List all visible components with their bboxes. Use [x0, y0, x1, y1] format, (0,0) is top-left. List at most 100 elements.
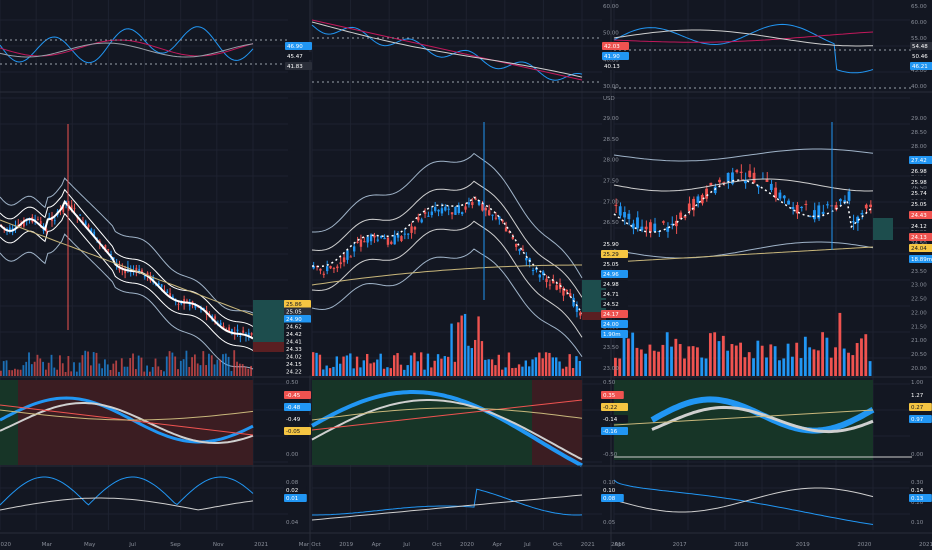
- candle-body: [521, 249, 525, 251]
- top-axis-label: 60.00: [603, 4, 619, 10]
- candle-body: [614, 204, 618, 206]
- volume-bar: [416, 361, 419, 376]
- main-axis-label: 20.00: [911, 366, 927, 372]
- top-axis-label: 40.00: [603, 57, 619, 63]
- bottom-badge: 0.13: [911, 496, 924, 502]
- volume-bar: [450, 323, 453, 376]
- candle-body: [804, 203, 808, 205]
- volume-bar: [174, 356, 177, 376]
- top-badge: 41.90: [604, 54, 620, 60]
- bottom-axis-label: 0.30: [911, 480, 924, 486]
- volume-bar: [81, 355, 84, 376]
- volume-bar: [808, 347, 812, 376]
- volume-bar: [544, 352, 548, 376]
- candle-body: [692, 198, 696, 211]
- candle-body: [70, 205, 73, 211]
- volume-bar: [477, 316, 480, 376]
- candle-body: [800, 206, 803, 209]
- volume-bar: [683, 358, 686, 376]
- main-badge: 26.98: [911, 169, 927, 175]
- candle-body: [22, 219, 25, 227]
- x-axis-label: 2021: [919, 542, 932, 548]
- volume-bar: [760, 345, 764, 376]
- volume-bar: [860, 338, 863, 376]
- volume-bar: [325, 365, 328, 376]
- volume-bar: [795, 342, 799, 376]
- mid-band-line: [311, 196, 583, 314]
- candle-body: [437, 209, 440, 212]
- main-badge: 24.12: [911, 224, 927, 230]
- price-badges: 46.9045.4741.8325.8625.0524.9024.6224.42…: [284, 42, 932, 502]
- volume-bar: [47, 362, 50, 376]
- candle-body: [373, 235, 376, 238]
- candle-body: [93, 231, 96, 236]
- candle-body: [376, 239, 379, 241]
- volume-bar: [120, 358, 123, 376]
- volume-bar: [134, 369, 137, 376]
- osc-badge-bg: [909, 391, 932, 399]
- bottom-badge: 0.01: [286, 496, 298, 502]
- volume-bar: [92, 352, 95, 376]
- volume-bar: [393, 355, 396, 376]
- ma-line: [0, 199, 254, 340]
- x-axis-label: Apr: [372, 542, 382, 548]
- volume-bar: [8, 370, 11, 376]
- volume-bar: [443, 356, 446, 376]
- main-badge-bg: [284, 337, 311, 346]
- osc-axis-label: 0.50: [286, 380, 299, 386]
- upper-band-line: [312, 152, 583, 279]
- volume-bar: [507, 352, 511, 376]
- volume-bar: [87, 351, 89, 376]
- osc-axis-label: 0.50: [603, 380, 616, 386]
- candle-body: [769, 183, 773, 190]
- main-badge-bg: [284, 300, 311, 308]
- candle-body: [744, 179, 747, 184]
- volume-bar: [765, 357, 768, 376]
- candle-body: [440, 208, 444, 214]
- volume-bar: [490, 359, 494, 376]
- volume-bar: [864, 334, 868, 376]
- candle-body: [531, 269, 535, 271]
- bottom-badge-bg: [909, 494, 932, 502]
- top-axis-label: 55.00: [911, 36, 927, 42]
- volume-bar: [834, 347, 837, 376]
- main-axis-label: 29.00: [911, 116, 927, 122]
- candle-body: [336, 266, 339, 269]
- volume-bar: [22, 365, 25, 376]
- main-badge: 25.98: [911, 180, 927, 186]
- volume-bar: [95, 352, 98, 376]
- candle-body: [826, 204, 829, 206]
- candle-body: [670, 223, 674, 225]
- volume-bar: [151, 367, 154, 376]
- osc-badge: -0.45: [286, 393, 301, 399]
- volume-bar: [847, 352, 850, 376]
- bottom-avg-line: [0, 497, 254, 511]
- volume-bar: [674, 338, 678, 376]
- bottom-line: [0, 476, 254, 506]
- osc-badge-bg: [284, 403, 311, 411]
- volume-bar: [426, 353, 430, 376]
- top-badge-bg: [602, 62, 629, 70]
- candle-body: [739, 171, 743, 173]
- main-axis-label: 21.00: [911, 338, 927, 344]
- volume-bar: [222, 354, 224, 376]
- lower-band-line: [613, 241, 874, 259]
- candle-body: [562, 287, 565, 296]
- volume-bar: [447, 356, 450, 376]
- candle-body: [186, 300, 188, 302]
- top-badge: 40.13: [604, 64, 620, 70]
- osc-badge: -0.49: [286, 417, 301, 423]
- candle-body: [752, 172, 756, 183]
- main-badge-bg: [284, 307, 311, 316]
- volume-bar: [773, 346, 777, 376]
- volume-bar: [528, 366, 531, 376]
- osc-badge-bg: [601, 403, 628, 411]
- bottom-axis-label: 0.10: [603, 480, 616, 486]
- bottom-badge-bg: [601, 486, 624, 494]
- x-axis-label: Mar: [42, 542, 53, 548]
- x-axis-label: 2020: [460, 542, 474, 548]
- candle-body: [430, 211, 433, 216]
- bottom-badge: 0.10: [603, 488, 616, 494]
- volume-bar: [202, 351, 205, 376]
